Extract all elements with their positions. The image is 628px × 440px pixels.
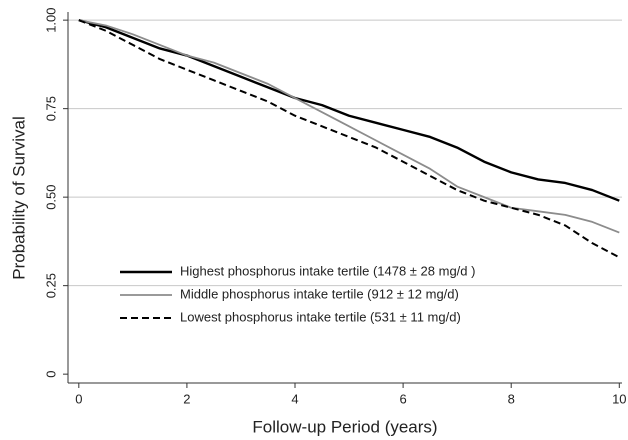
series-line	[78, 19, 620, 259]
y-tick-label: 0.50	[43, 184, 58, 209]
x-tick-label: 6	[399, 391, 406, 406]
y-axis-title: Probability of Survival	[9, 116, 28, 279]
y-tick-label: 0	[43, 371, 58, 378]
y-tick-label: 0.25	[43, 273, 58, 298]
y-tick-label: 0.75	[43, 96, 58, 121]
x-tick-label: 0	[75, 391, 82, 406]
legend-label: Middle phosphorus intake tertile (912 ± …	[180, 286, 459, 301]
series-line	[78, 19, 620, 234]
y-tick-label: 1.00	[43, 7, 58, 32]
x-tick-label: 8	[508, 391, 515, 406]
x-axis-title: Follow-up Period (years)	[252, 417, 437, 436]
x-tick-label: 2	[183, 391, 190, 406]
legend-label: Lowest phosphorus intake tertile (531 ± …	[180, 309, 461, 324]
legend-label: Highest phosphorus intake tertile (1478 …	[180, 263, 475, 278]
x-tick-label: 4	[291, 391, 298, 406]
series-line	[78, 18, 620, 202]
x-tick-label: 10	[612, 391, 626, 406]
